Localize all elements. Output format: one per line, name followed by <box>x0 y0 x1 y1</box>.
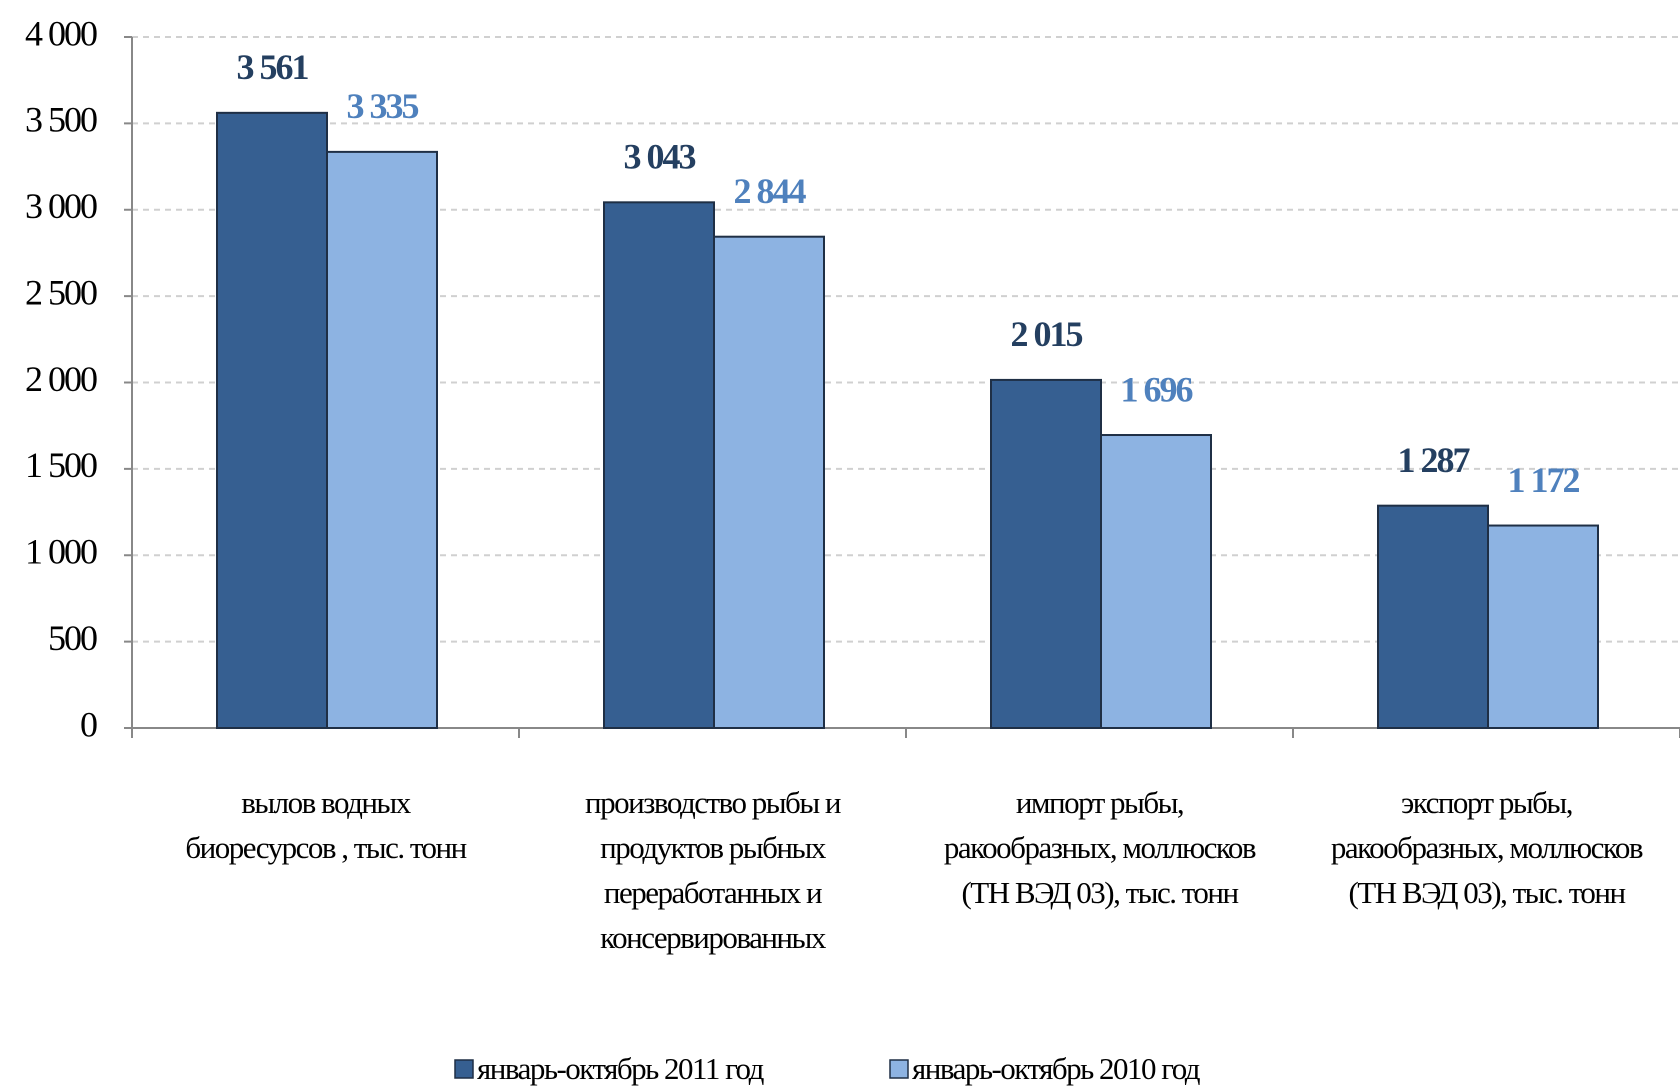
value-label: 1 696 <box>1121 369 1193 409</box>
bar <box>1487 524 1599 729</box>
y-tick-label: 3 000 <box>25 186 97 226</box>
y-tick-label: 4 000 <box>25 13 97 53</box>
y-tick-label: 1 500 <box>25 445 97 485</box>
value-label: 3 561 <box>237 47 309 87</box>
legend-label: январь-октябрь 2011 год <box>477 1051 765 1086</box>
x-tick-label: производство рыбы и продуктов рыбных пер… <box>585 785 841 955</box>
legend-label: январь-октябрь 2010 год <box>912 1051 1201 1086</box>
x-tick-label: вылов водных биоресурсов , тыс. тонн <box>185 785 467 865</box>
legend-swatch <box>454 1059 474 1079</box>
value-label: 1 287 <box>1398 440 1471 480</box>
y-tick-label: 1 000 <box>25 532 97 572</box>
bar <box>603 201 715 729</box>
bar <box>990 378 1102 729</box>
y-tick-label: 3 500 <box>25 100 97 140</box>
x-tick-label: экспорт рыбы, ракообразных, моллюсков (Т… <box>1330 785 1644 910</box>
y-tick-label: 500 <box>48 618 97 658</box>
value-label: 1 172 <box>1508 460 1580 500</box>
value-label: 2 015 <box>1011 314 1083 354</box>
value-label: 2 844 <box>734 171 807 211</box>
bar <box>326 150 438 730</box>
value-label: 3 335 <box>347 86 419 126</box>
y-tick-label: 0 <box>80 704 97 744</box>
y-tick-label: 2 500 <box>25 272 97 312</box>
value-label: 3 043 <box>624 137 696 177</box>
bar <box>216 111 328 729</box>
x-tick-label: импорт рыбы, ракообразных, моллюсков (ТН… <box>943 785 1257 910</box>
legend-swatch <box>889 1059 909 1079</box>
bar <box>713 235 825 729</box>
y-tick-label: 2 000 <box>25 359 97 399</box>
bar <box>1377 504 1489 729</box>
bar <box>1100 434 1212 729</box>
